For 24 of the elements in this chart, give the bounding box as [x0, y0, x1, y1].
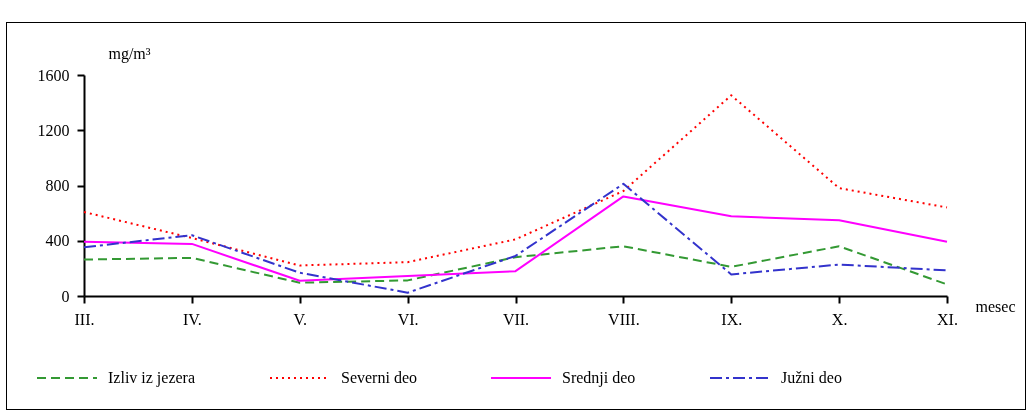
y-tick-label: 0: [61, 287, 70, 305]
x-tick-label: X.: [831, 310, 848, 328]
x-tick-label: VII.: [502, 310, 530, 328]
legend-label: Južni deo: [781, 369, 842, 386]
x-tick-label: V.: [293, 310, 307, 328]
x-tick-label: IX.: [721, 310, 743, 328]
y-tick-label: 400: [45, 232, 70, 250]
legend-label: Severni deo: [341, 369, 417, 386]
x-tick-label: VI.: [397, 310, 419, 328]
x-axis-title: mesec: [975, 297, 1016, 315]
y-tick-label: 1600: [37, 66, 70, 84]
legend-label: Izliv iz jezera: [108, 369, 196, 387]
y-tick-label: 1200: [37, 121, 70, 139]
legend-label: Srednji deo: [562, 369, 636, 387]
line-series: [83, 182, 948, 294]
line-series: [83, 245, 948, 286]
line-series: [83, 94, 948, 267]
line-series: [83, 195, 948, 282]
y-tick-label: 800: [45, 177, 70, 194]
y-axis-title: mg/m³: [108, 44, 151, 63]
x-tick-label: VIII.: [608, 310, 640, 328]
x-tick-label: III.: [74, 310, 95, 328]
x-tick-label: XI.: [937, 310, 958, 328]
x-tick-label: IV.: [182, 310, 202, 328]
